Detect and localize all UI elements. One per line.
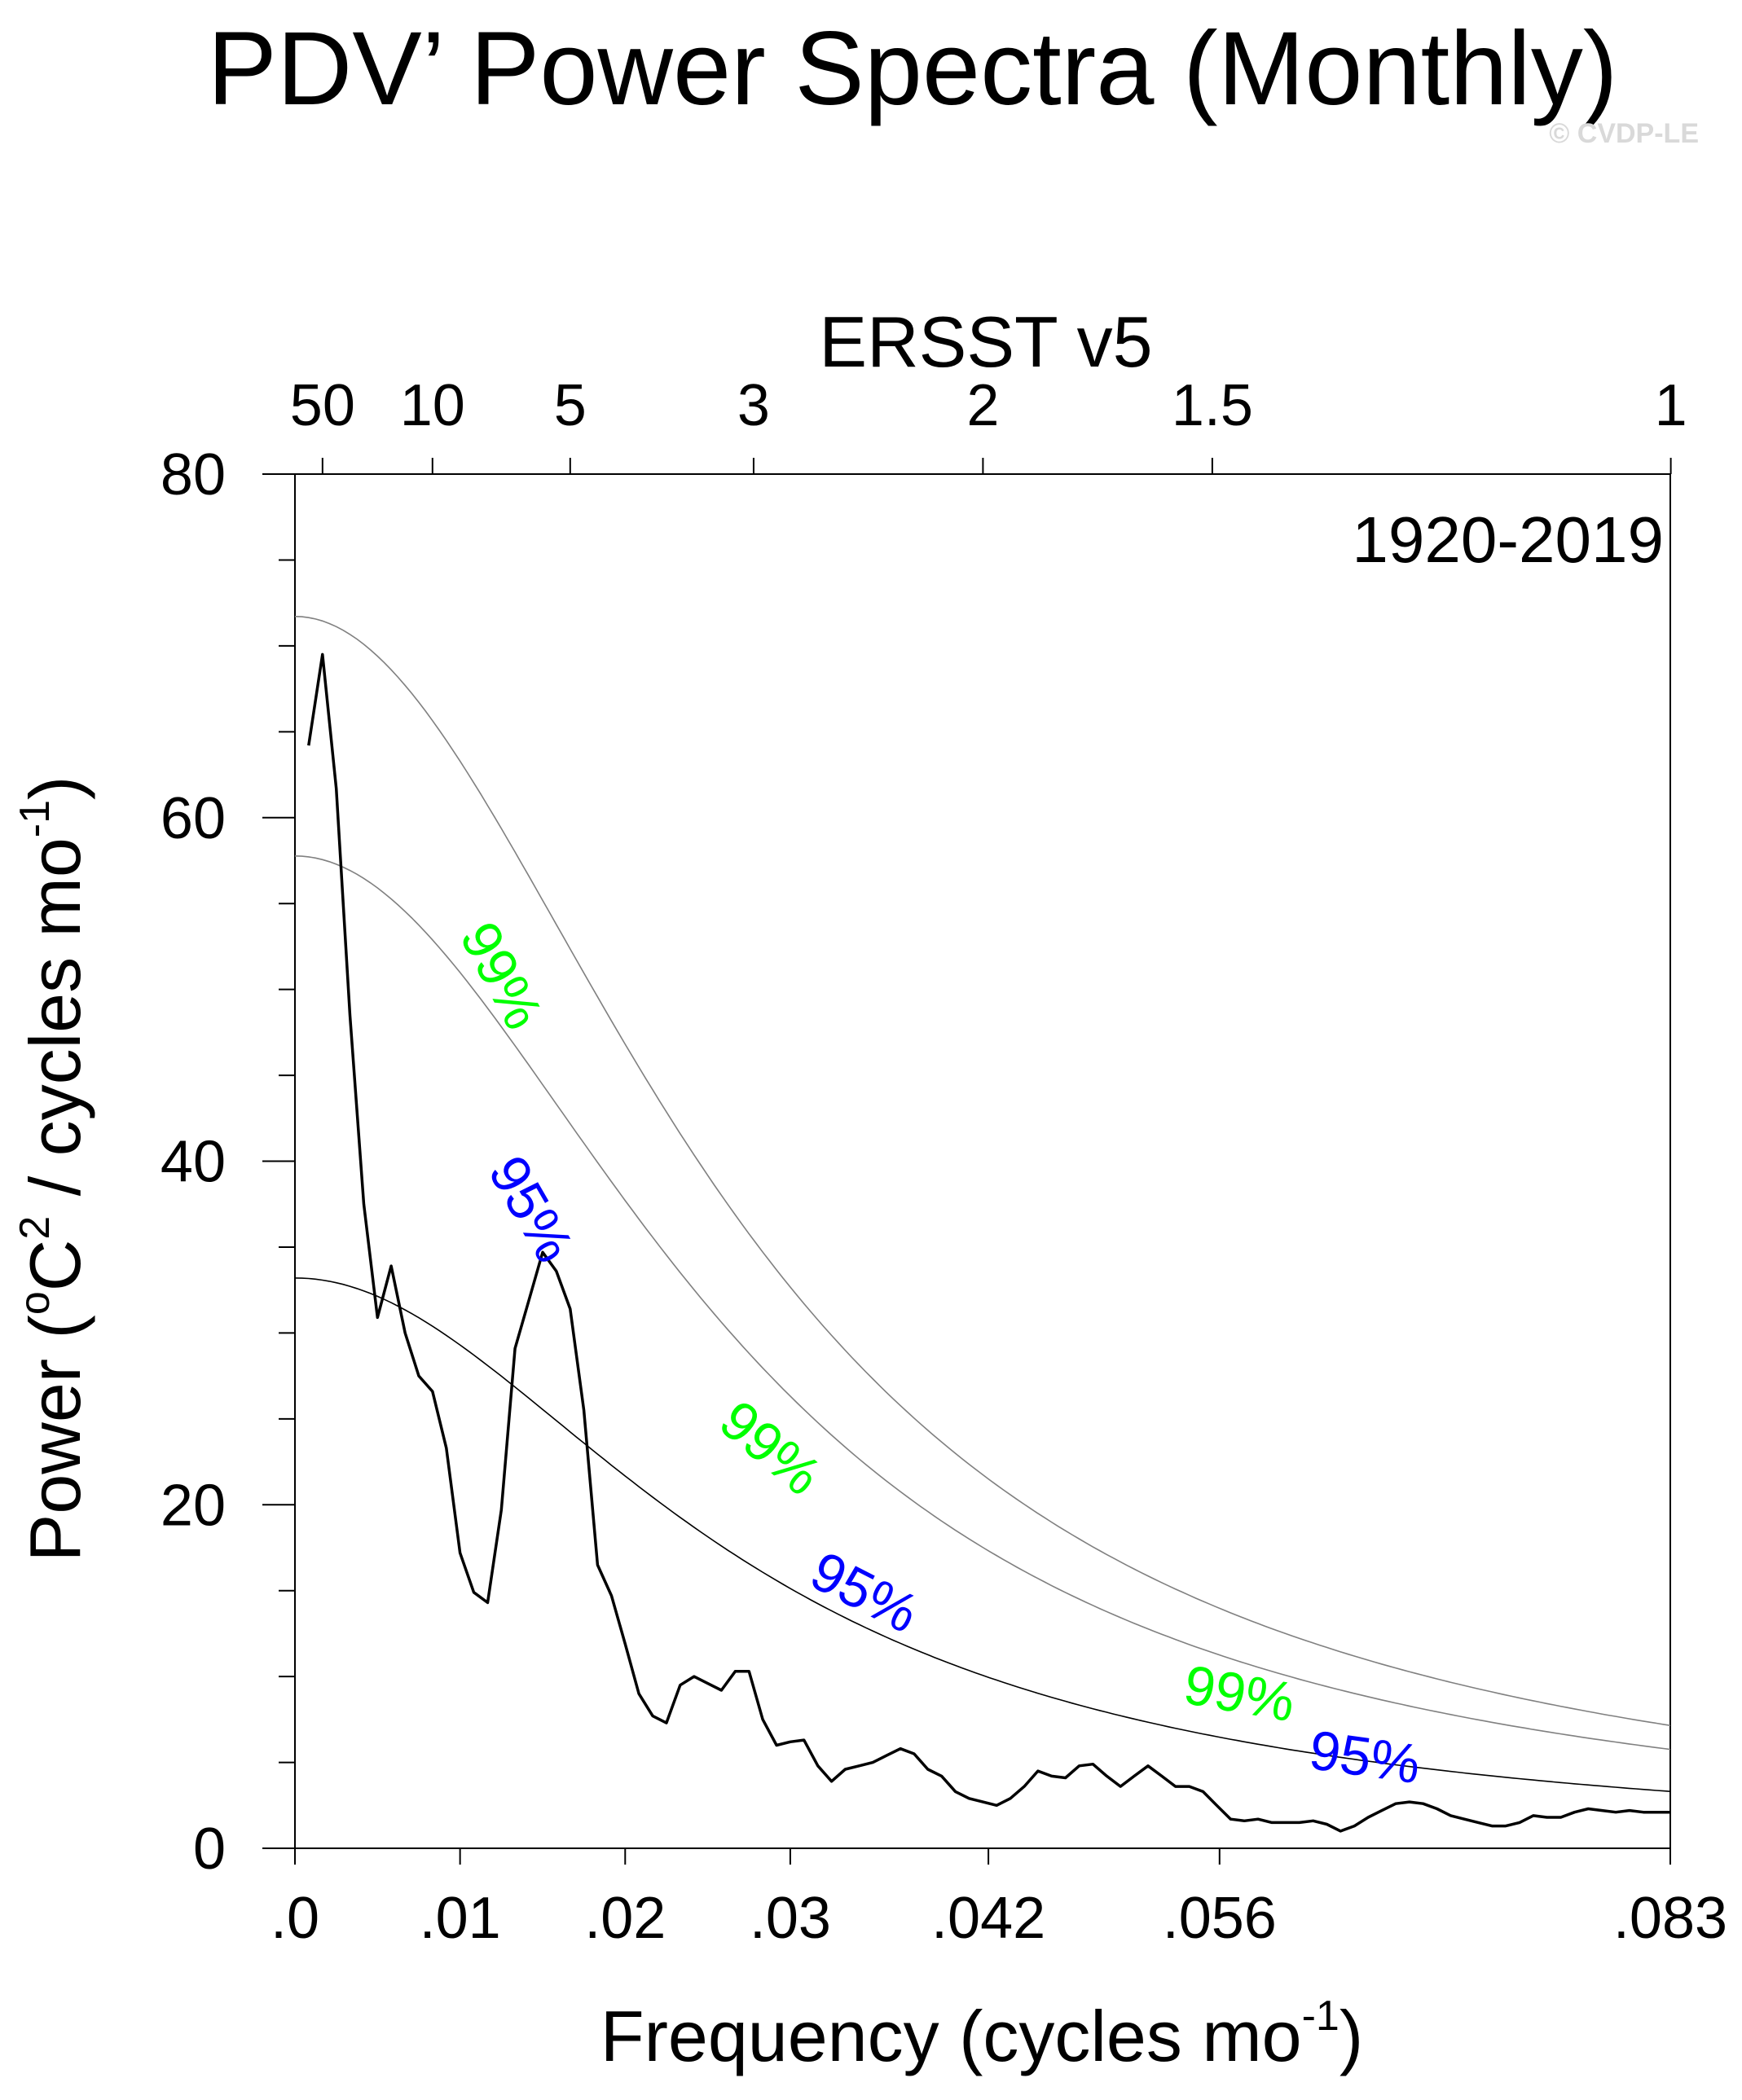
y-axis-title-c: C [15,1240,95,1292]
y-tick-label: 80 [161,442,226,507]
significance-label: 95% [477,1146,586,1273]
top-tick-label: 50 [290,373,355,438]
x-tick-label: .0 [271,1886,319,1951]
x-tick-label: .02 [584,1886,666,1951]
y-tick-label: 0 [193,1817,226,1882]
x-axis-title: Frequency (cycles mo-1) [600,1992,1363,2076]
y-tick-label: 60 [161,786,226,851]
significance-label: 99% [448,912,555,1039]
x-tick-label: .083 [1613,1886,1727,1951]
significance-label: 95% [1305,1719,1423,1795]
x-tick-label: .03 [750,1886,831,1951]
x-tick-label: .042 [931,1886,1045,1951]
top-tick-label: 10 [400,373,465,438]
significance-label: 95% [801,1540,928,1645]
red-noise-curve [294,1277,1671,1792]
watermark: © CVDP-LE [1549,118,1699,149]
top-tick-label: 1.5 [1172,373,1253,438]
top-tick-label: 5 [554,373,587,438]
x-axis-title-end: ) [1339,1996,1363,2076]
y-axis-title-main: Power ( [15,1315,95,1562]
x-tick-label: .01 [420,1886,501,1951]
subtitle: ERSST v5 [819,301,1152,382]
y-axis-title-square: 2 [11,1216,59,1240]
significance-label: 99% [708,1389,833,1508]
spectrum-line [307,652,1671,1833]
x-axis-title-superscript: -1 [1302,1992,1339,2040]
x-axis-title-main: Frequency (cycles mo [600,1996,1302,2076]
significance-curve-99pct [294,616,1671,1726]
top-tick-label: 2 [966,373,999,438]
period-label: 1920-2019 [1352,503,1664,576]
plot-frame [294,473,1671,1849]
y-tick-label: 20 [161,1473,226,1538]
top-tick-label: 3 [737,373,770,438]
y-axis-title-degree: o [11,1291,59,1315]
chart-title: PDV’ Power Spectra (Monthly) [208,11,1618,127]
y-axis-title-mid: / cycles mo [15,837,95,1216]
top-tick-label: 1 [1655,373,1687,438]
y-axis-title-end: ) [15,776,95,800]
x-tick-label: .056 [1163,1886,1277,1951]
y-axis-title: Power (oC2 / cycles mo-1) [11,776,95,1562]
y-axis-title-superscript: -1 [11,800,59,837]
significance-curve-95pct [294,855,1671,1751]
significance-label: 99% [1179,1654,1299,1733]
y-tick-label: 40 [161,1130,226,1195]
